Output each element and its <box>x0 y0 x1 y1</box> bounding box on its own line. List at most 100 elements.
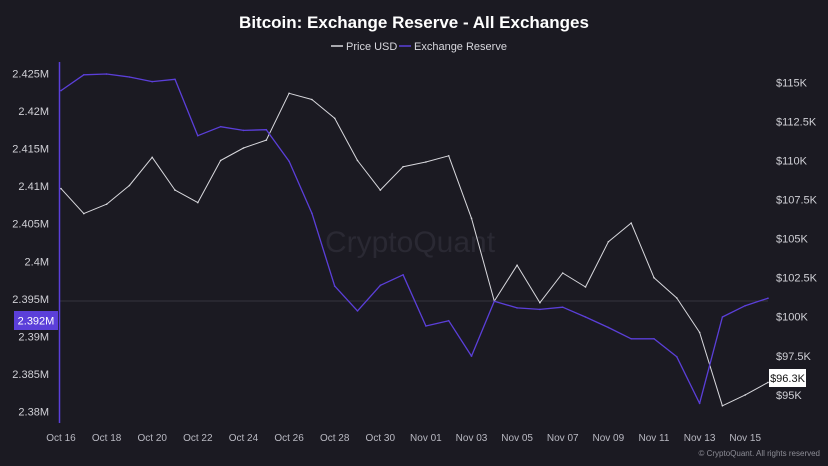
reserve-point <box>607 326 610 329</box>
x-tick-label: Oct 20 <box>137 433 167 444</box>
price-badge-box <box>769 369 806 387</box>
left-axis: 2.425M 2.42M 2.415M 2.41M 2.405M 2.4M 2.395M 2.… <box>12 68 49 418</box>
right-tick-label: $95K <box>776 390 802 402</box>
reserve-point <box>60 89 62 92</box>
left-tick-label: 2.405M <box>12 219 49 231</box>
reserve-point <box>83 74 85 76</box>
price-points <box>60 92 769 407</box>
legend-reserve-label[interactable]: Exchange Reserve <box>414 41 507 53</box>
reserve-point <box>242 129 245 132</box>
reserve-current-badge: 2.392M <box>14 311 58 330</box>
reserve-point <box>653 338 655 340</box>
price-point <box>470 217 473 220</box>
x-tick-label: Oct 30 <box>366 433 396 444</box>
x-tick-label: Nov 09 <box>593 433 625 444</box>
left-tick-label: 2.4M <box>25 256 49 268</box>
price-point <box>402 165 404 168</box>
reserve-point <box>630 338 632 340</box>
right-tick-label: $100K <box>776 312 808 324</box>
reserve-point <box>561 306 564 309</box>
reserve-point <box>767 297 769 300</box>
price-point <box>653 276 655 279</box>
reserve-point <box>151 80 153 83</box>
right-tick-label: $97.5K <box>776 351 812 363</box>
right-tick-label: $105K <box>776 234 808 246</box>
reserve-point <box>539 308 541 311</box>
x-axis: Oct 16 Oct 18 Oct 20 Oct 22 Oct 24 Oct 26 Oct … <box>46 433 761 444</box>
price-point <box>128 184 131 187</box>
left-tick-label: 2.38M <box>18 407 49 419</box>
right-tick-label: $107.5K <box>776 195 818 207</box>
x-tick-label: Oct 18 <box>92 433 122 444</box>
exchange-reserve-line[interactable] <box>60 73 769 405</box>
price-point <box>516 264 518 267</box>
reserve-point <box>698 402 701 405</box>
reserve-point <box>447 319 450 322</box>
copyright: © CryptoQuant. All rights reserved <box>699 449 821 458</box>
price-point <box>151 156 153 159</box>
reserve-point <box>493 300 496 303</box>
x-tick-label: Oct 26 <box>274 433 304 444</box>
price-point <box>60 187 62 190</box>
x-tick-label: Oct 24 <box>229 433 259 444</box>
x-tick-label: Nov 03 <box>456 433 488 444</box>
price-point <box>721 405 724 407</box>
price-point <box>197 201 199 204</box>
price-point <box>744 394 746 396</box>
price-point <box>447 155 450 157</box>
price-point <box>174 189 176 191</box>
right-axis: $115K $112.5K $110K $107.5K $105K $102.5K $100… <box>776 77 818 402</box>
left-tick-label: 2.39M <box>18 332 49 344</box>
right-tick-label: $102.5K <box>776 273 818 285</box>
price-point <box>242 147 245 149</box>
price-point <box>83 212 85 215</box>
price-point <box>265 139 268 141</box>
reserve-point <box>105 73 108 75</box>
left-tick-label: 2.415M <box>12 143 49 155</box>
price-usd-line[interactable] <box>60 92 769 407</box>
reserve-point <box>174 78 176 81</box>
x-tick-label: Nov 05 <box>501 433 533 444</box>
price-point <box>219 159 222 162</box>
reserve-point <box>379 284 382 287</box>
left-tick-label: 2.42M <box>18 106 49 118</box>
price-current-badge: $96.3K <box>769 369 806 387</box>
chart-title: Bitcoin: Exchange Reserve - All Exchange… <box>239 13 589 32</box>
reserve-point <box>676 356 678 358</box>
legend-price-label[interactable]: Price USD <box>346 41 397 53</box>
x-tick-label: Nov 07 <box>547 433 579 444</box>
price-point <box>333 117 336 120</box>
reserve-point <box>288 160 290 163</box>
price-point <box>561 272 564 274</box>
right-tick-label: $112.5K <box>776 116 817 128</box>
x-tick-label: Nov 11 <box>638 433 669 444</box>
reserve-point <box>219 125 222 128</box>
price-point <box>311 98 313 101</box>
x-tick-label: Nov 01 <box>410 433 442 444</box>
reserve-point <box>744 304 746 307</box>
reserve-point <box>356 310 359 312</box>
price-badge-value: $96.3K <box>770 373 806 385</box>
price-point <box>584 286 587 288</box>
reserve-point <box>333 285 336 287</box>
left-tick-label: 2.385M <box>12 369 49 381</box>
price-point <box>288 92 290 95</box>
price-point <box>425 161 427 163</box>
x-tick-label: Oct 28 <box>320 433 350 444</box>
reserve-point <box>402 274 404 276</box>
left-tick-label: 2.425M <box>12 68 49 80</box>
price-point <box>767 381 769 384</box>
x-tick-label: Oct 22 <box>183 433 213 444</box>
reserve-point <box>128 76 131 78</box>
x-tick-label: Nov 15 <box>729 433 761 444</box>
reserve-badge-value: 2.392M <box>18 316 55 328</box>
price-point <box>676 297 678 299</box>
x-tick-label: Oct 16 <box>46 433 76 444</box>
reserve-point <box>311 212 313 214</box>
reserve-badge-box <box>14 311 58 330</box>
reserve-point <box>197 134 199 137</box>
left-tick-label: 2.41M <box>18 181 49 193</box>
right-tick-label: $115K <box>776 77 808 89</box>
